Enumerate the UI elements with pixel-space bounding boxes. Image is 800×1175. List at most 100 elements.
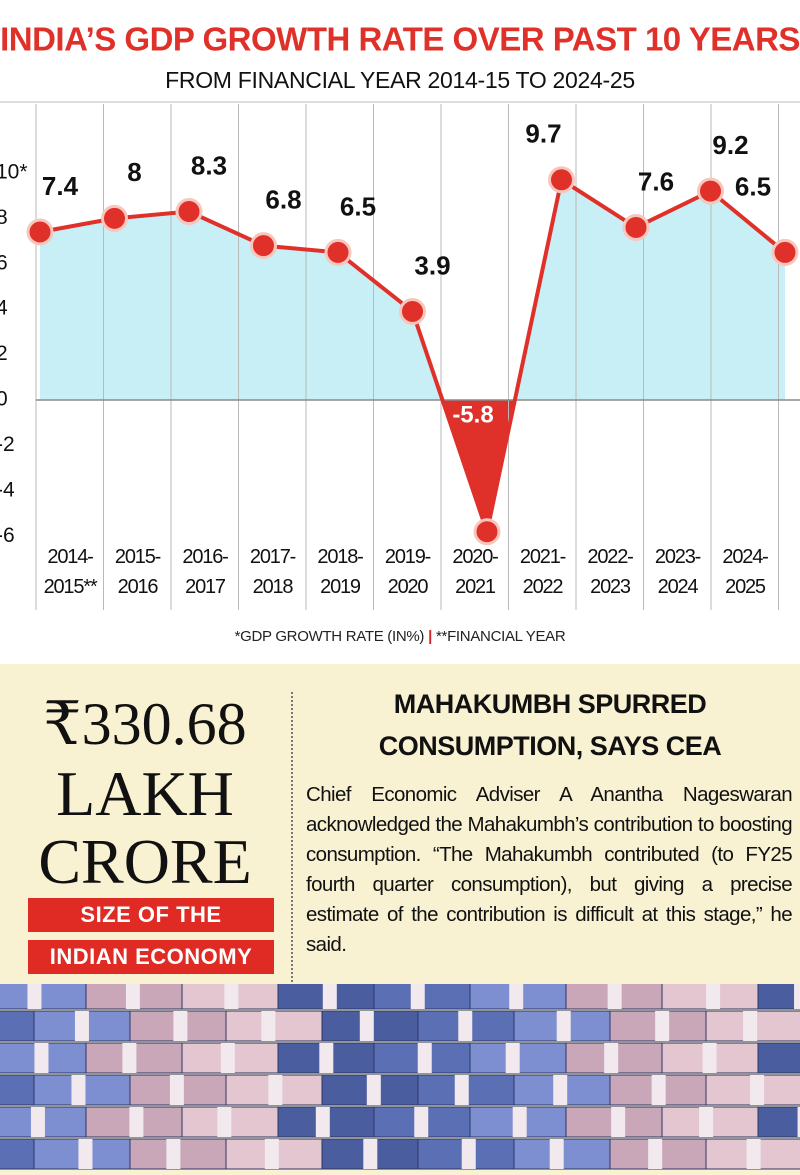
marker <box>771 238 799 266</box>
money-band <box>655 1011 670 1041</box>
money-band <box>71 1075 86 1105</box>
money-bundle <box>0 984 98 1010</box>
money-bundle <box>513 1074 627 1106</box>
money-bundle <box>181 1106 284 1138</box>
money-band <box>461 1139 476 1169</box>
marker <box>473 518 501 546</box>
data-label: 6.5 <box>735 171 771 201</box>
money-band <box>505 1043 520 1073</box>
stat-unit: LAKH <box>56 758 234 829</box>
data-label: 7.6 <box>638 166 674 196</box>
data-label: 7.4 <box>42 171 79 201</box>
money-band <box>553 1075 568 1105</box>
y-tick-label: 0 <box>0 388 8 411</box>
money-band <box>173 1011 188 1041</box>
money-band <box>706 984 721 1009</box>
money-bundle <box>277 1106 387 1138</box>
money-band <box>458 1011 473 1041</box>
marker <box>548 166 575 194</box>
data-label: 8.3 <box>191 150 227 180</box>
money-band <box>129 1107 144 1137</box>
money-band <box>604 1043 619 1073</box>
money-band <box>512 1107 527 1137</box>
x-tick-label: 2021- 2022 <box>519 546 566 598</box>
money-band <box>797 1107 800 1137</box>
money-band <box>166 1139 181 1169</box>
data-label: 6.5 <box>340 191 376 221</box>
money-bundle <box>469 984 583 1010</box>
stat-unit: CRORE <box>38 826 252 897</box>
money-bundle <box>565 1042 676 1074</box>
money-bundle <box>757 1106 800 1138</box>
money-band <box>702 1043 717 1073</box>
money-band <box>34 1043 49 1073</box>
money-band <box>30 1107 45 1137</box>
money-band <box>169 1075 184 1105</box>
money-bundle <box>33 1074 142 1106</box>
money-band <box>264 1139 279 1169</box>
divider <box>291 692 293 982</box>
money-band <box>651 1075 666 1105</box>
area-positive <box>40 179 785 401</box>
money-band <box>125 984 140 1009</box>
money-band <box>549 1139 564 1169</box>
x-tick-label: 2017- 2018 <box>249 546 296 598</box>
money-bundle <box>609 1138 720 1170</box>
money-band <box>261 1011 276 1041</box>
data-label: 9.7 <box>525 119 561 149</box>
note: **FINANCIAL YEAR <box>436 628 566 645</box>
x-tick-label: 2019- 2020 <box>384 546 431 598</box>
money-band <box>417 1043 432 1073</box>
money-band <box>319 1043 334 1073</box>
money-bundle <box>417 1074 524 1106</box>
marker <box>399 297 426 325</box>
money-band <box>750 1075 765 1105</box>
y-tick-label: 8 <box>0 206 8 229</box>
money-bundle <box>373 984 480 1010</box>
money-bundle <box>85 984 201 1010</box>
money-band <box>217 1107 232 1137</box>
data-label: 8 <box>127 157 141 187</box>
money-band <box>410 984 425 1009</box>
money-bundle <box>513 1138 617 1170</box>
money-bundle <box>469 1042 573 1074</box>
money-band <box>648 1139 663 1169</box>
headline: MAHAKUMBH SPURRED <box>393 689 707 719</box>
money-band <box>27 984 42 1009</box>
note: *GDP GROWTH RATE (IN%) <box>234 628 425 645</box>
money-bundle <box>225 1138 338 1170</box>
money-band <box>611 1107 626 1137</box>
x-tick-label: 2014- 2015** <box>43 546 98 598</box>
money-band <box>414 1107 429 1137</box>
chart-subtitle: FROM FINANCIAL YEAR 2014-15 TO 2024-25 <box>165 67 635 93</box>
money-band <box>74 1011 89 1041</box>
chart-title: INDIA’S GDP GROWTH RATE OVER PAST 10 YEA… <box>0 21 800 58</box>
money-bundle <box>757 1042 800 1074</box>
money-bundle <box>661 1106 769 1138</box>
marker <box>250 232 277 260</box>
stat-caption: INDIAN ECONOMY <box>28 940 274 974</box>
money-band <box>556 1011 571 1041</box>
money-band <box>224 984 239 1009</box>
money-image <box>0 984 800 1170</box>
x-tick-label: 2024- 2025 <box>722 546 768 598</box>
headline: CONSUMPTION, SAYS CEA <box>378 731 722 761</box>
data-label: 3.9 <box>414 250 450 280</box>
money-band <box>366 1075 381 1105</box>
money-bundle <box>0 1074 39 1106</box>
stat-caption: SIZE OF THE <box>28 898 274 932</box>
marker <box>101 204 128 232</box>
separator: | <box>428 628 432 645</box>
money-bundle <box>85 1042 191 1074</box>
money-band <box>322 984 337 1009</box>
money-band <box>509 984 524 1009</box>
x-tick-label: 2018- 2019 <box>317 546 363 598</box>
article-body: Chief Economic Adviser A Anantha Nageswa… <box>306 783 793 956</box>
x-tick-label: 2015- 2016 <box>114 546 161 598</box>
marker <box>175 198 203 226</box>
y-tick-label: 4 <box>0 297 8 320</box>
money-bundle <box>321 1010 431 1042</box>
money-band <box>607 984 622 1009</box>
money-band <box>315 1107 330 1137</box>
